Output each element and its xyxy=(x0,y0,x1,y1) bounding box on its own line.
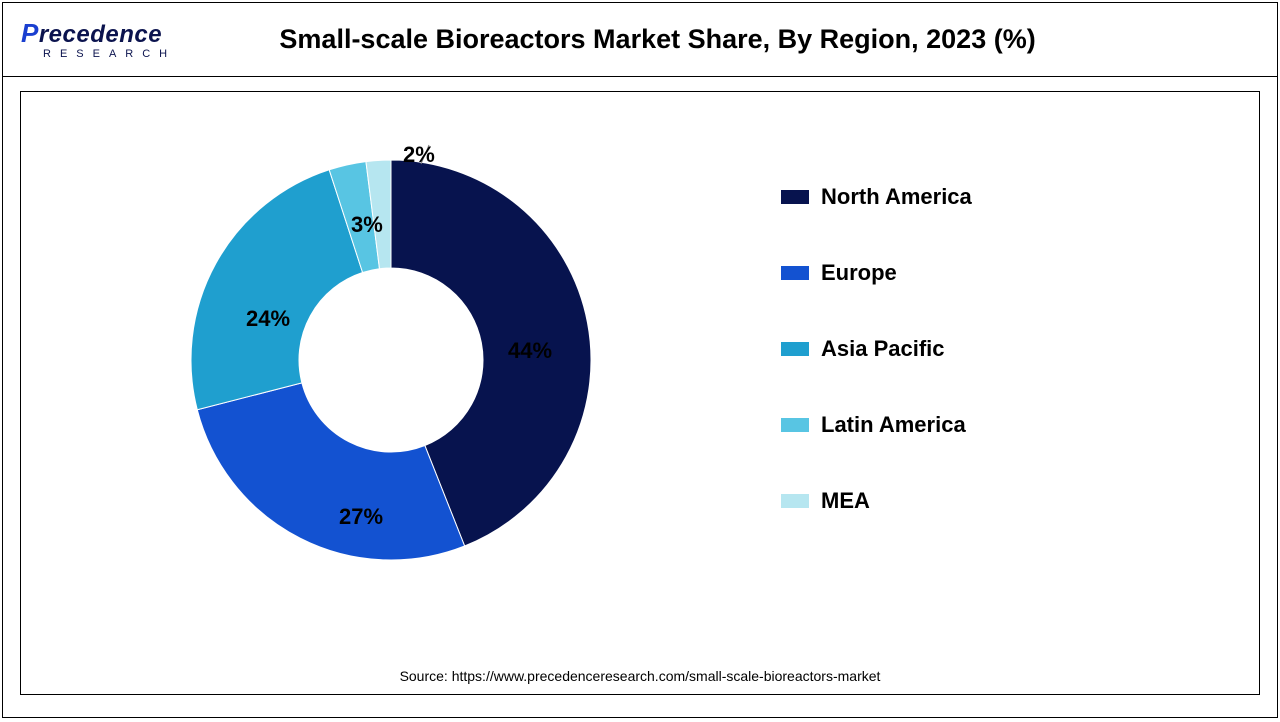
logo-wordmark: Precedence xyxy=(21,20,162,47)
swatch-icon xyxy=(781,342,809,356)
legend-label: MEA xyxy=(821,488,870,514)
swatch-icon xyxy=(781,190,809,204)
legend-item-la: Latin America xyxy=(781,412,972,438)
legend-label: Asia Pacific xyxy=(821,336,945,362)
legend-label: Latin America xyxy=(821,412,966,438)
donut-slice xyxy=(197,383,464,560)
logo-subtext: RESEARCH xyxy=(43,49,176,60)
legend-item-ap: Asia Pacific xyxy=(781,336,972,362)
slice-label-mea: 2% xyxy=(403,142,435,168)
swatch-icon xyxy=(781,266,809,280)
outer-frame: Precedence RESEARCH Small-scale Bioreact… xyxy=(2,2,1278,718)
logo-remainder: recedence xyxy=(39,21,162,48)
legend-label: Europe xyxy=(821,260,897,286)
chart-title: Small-scale Bioreactors Market Share, By… xyxy=(176,24,1259,55)
slice-label-la: 3% xyxy=(351,212,383,238)
source-citation: Source: https://www.precedenceresearch.c… xyxy=(21,668,1259,684)
slice-label-na: 44% xyxy=(508,338,552,364)
header-bar: Precedence RESEARCH Small-scale Bioreact… xyxy=(3,3,1277,77)
brand-logo: Precedence RESEARCH xyxy=(21,20,176,60)
legend-label: North America xyxy=(821,184,972,210)
legend-item-na: North America xyxy=(781,184,972,210)
donut-slice xyxy=(191,170,363,410)
swatch-icon xyxy=(781,494,809,508)
legend-item-mea: MEA xyxy=(781,488,972,514)
slice-label-ap: 24% xyxy=(246,306,290,332)
legend: North America Europe Asia Pacific Latin … xyxy=(781,184,972,514)
legend-item-eu: Europe xyxy=(781,260,972,286)
slice-label-eu: 27% xyxy=(339,504,383,530)
swatch-icon xyxy=(781,418,809,432)
chart-region: 44% 27% 24% 3% 2% North America Europe A… xyxy=(20,91,1260,695)
